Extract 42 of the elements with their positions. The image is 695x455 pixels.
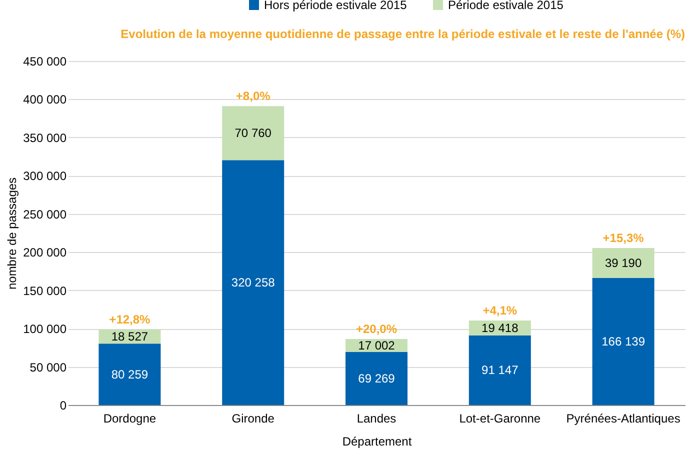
data-label: 91 147 bbox=[482, 363, 519, 378]
y-tick-label: 0 bbox=[60, 398, 67, 412]
data-label: 17 002 bbox=[358, 338, 396, 353]
data-label: 69 269 bbox=[358, 372, 396, 386]
y-tick-label: 400 000 bbox=[23, 92, 67, 107]
data-label: 166 139 bbox=[602, 334, 646, 348]
data-label: 39 190 bbox=[604, 256, 642, 270]
chart-title: Evolution de la moyenne quotidienne de passage entre la période estivale et le reste de l'année (%) bbox=[120, 27, 685, 41]
annotation: +15,3% bbox=[602, 231, 644, 246]
bar bbox=[98, 344, 161, 405]
annotation: +20,0% bbox=[356, 322, 398, 336]
y-tick-label: 150 000 bbox=[23, 284, 67, 298]
y-tick-label: 450 000 bbox=[23, 54, 67, 68]
data-label: 80 259 bbox=[111, 367, 148, 382]
y-tick-label: 100 000 bbox=[23, 322, 67, 336]
y-tick-label: 50 000 bbox=[30, 360, 67, 374]
y-axis-title: nombre de passages bbox=[5, 177, 20, 290]
bar bbox=[592, 278, 654, 405]
data-label: 18 527 bbox=[111, 330, 148, 344]
bar bbox=[222, 106, 284, 160]
annotation: +8,0% bbox=[236, 89, 271, 104]
bar bbox=[592, 248, 654, 278]
x-tick-label: Lot-et-Garonne bbox=[459, 412, 541, 426]
y-tick-label: 300 000 bbox=[23, 169, 67, 184]
bar bbox=[468, 335, 531, 405]
y-tick-label: 250 000 bbox=[23, 207, 67, 222]
y-tick-label: 350 000 bbox=[23, 130, 67, 145]
x-tick-label: Landes bbox=[356, 412, 396, 426]
data-label: 320 258 bbox=[231, 276, 276, 290]
legend-label: Hors période estivale 2015 bbox=[264, 0, 408, 12]
data-label: 19 418 bbox=[482, 320, 519, 335]
bar bbox=[346, 352, 408, 405]
x-tick-label: Gironde bbox=[232, 412, 275, 426]
y-tick-label: 200 000 bbox=[23, 246, 67, 260]
x-axis-title: Département bbox=[342, 434, 412, 448]
data-label: 70 760 bbox=[234, 126, 272, 140]
x-tick-label: Dordogne bbox=[103, 412, 156, 426]
annotation: +4,1% bbox=[482, 303, 518, 318]
bar bbox=[222, 160, 284, 405]
legend-label: Période estivale 2015 bbox=[448, 0, 564, 12]
annotation: +12,8% bbox=[109, 312, 151, 326]
x-tick-label: Pyrénées-Atlantiques bbox=[566, 412, 680, 426]
